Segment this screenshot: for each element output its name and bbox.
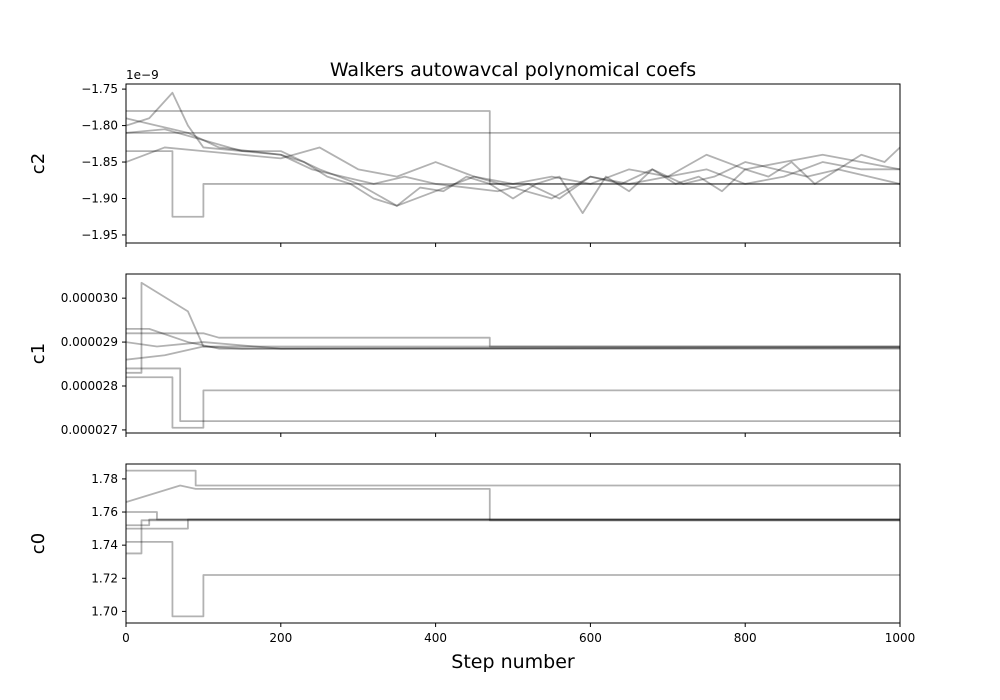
x-tick-label-0: 0 <box>122 631 130 645</box>
walker-line-c2-2 <box>126 150 900 218</box>
walker-line-c1-4 <box>126 345 900 361</box>
walker-line-c2-0 <box>126 110 900 185</box>
walker-lines-c1 <box>126 281 900 429</box>
walker-line-c0-0 <box>126 469 900 487</box>
x-tick-label-4: 800 <box>734 631 757 645</box>
axes-frame-c2 <box>125 83 901 244</box>
y-tick-label-c1-3: 0.000030 <box>61 291 118 305</box>
walker-line-c0-6 <box>126 511 900 521</box>
walker-line-c2-5 <box>126 128 900 207</box>
axes-frame-c1 <box>125 273 901 434</box>
y-tick-label-c0-0: 1.70 <box>91 604 118 618</box>
y-axis-label-c0: c0 <box>28 533 49 554</box>
walker-line-c1-2 <box>126 376 900 429</box>
walker-line-c2-4 <box>126 117 900 200</box>
x-tick-label-2: 400 <box>424 631 447 645</box>
y-tick-label-c1-1: 0.000028 <box>61 379 118 393</box>
walker-line-c1-0 <box>126 281 900 374</box>
x-tick-label-1: 200 <box>269 631 292 645</box>
axes-frame-c0 <box>125 463 901 624</box>
walker-line-c0-4 <box>126 518 900 527</box>
y-tick-label-c2-0: −1.75 <box>81 82 118 96</box>
walker-line-c1-6 <box>126 341 900 350</box>
walker-line-c0-1 <box>126 540 900 618</box>
y-tick-label-c2-2: −1.85 <box>81 155 118 169</box>
y-tick-label-c1-0: 0.000027 <box>61 423 118 437</box>
y-tick-label-c0-4: 1.78 <box>91 472 118 486</box>
y-tick-label-c0-2: 1.74 <box>91 538 118 552</box>
y-tick-label-c0-3: 1.76 <box>91 505 118 519</box>
walker-line-c0-5 <box>126 518 900 530</box>
panel-c1: 0.000027 0.000028 0.000029 0.000030 c1 <box>28 273 901 437</box>
walker-line-c1-1 <box>126 367 900 423</box>
y-tick-label-c2-4: −1.95 <box>81 228 118 242</box>
x-tick-label-3: 600 <box>579 631 602 645</box>
y-tick-label-c2-3: −1.90 <box>81 192 118 206</box>
walker-lines-c2 <box>126 91 900 218</box>
walker-line-c1-5 <box>126 328 900 350</box>
y-axis-label-c1: c1 <box>28 343 49 364</box>
y-axis-label-c2: c2 <box>28 153 49 174</box>
chart-title: Walkers autowavcal polynomical coefs <box>330 59 696 81</box>
y-tick-label-c2-1: −1.80 <box>81 119 118 133</box>
x-axis-label: Step number <box>451 651 575 673</box>
walker-line-c0-2 <box>126 484 900 522</box>
walker-lines-c0 <box>126 469 900 618</box>
y-tick-label-c1-2: 0.000029 <box>61 335 118 349</box>
offset-label-c2: 1e−9 <box>126 68 159 82</box>
panels-layer: −1.75−1.80−1.85−1.90−1.951e−9c20.0000270… <box>28 68 915 645</box>
x-tick-label-5: 1000 <box>885 631 916 645</box>
walker-line-c0-3 <box>126 519 900 555</box>
walker-line-c2-6 <box>126 146 900 185</box>
walker-line-c2-3 <box>126 91 900 214</box>
panel-c0: 1.70 1.72 1.74 1.76 1.78 0 200 400 600 800 1000 c0 <box>28 463 916 645</box>
panel-c2: −1.75 −1.80 −1.85 −1.90 −1.95 1e−9 c2 <box>28 68 901 247</box>
y-tick-label-c0-1: 1.72 <box>91 571 118 585</box>
walker-line-c1-3 <box>126 332 900 348</box>
